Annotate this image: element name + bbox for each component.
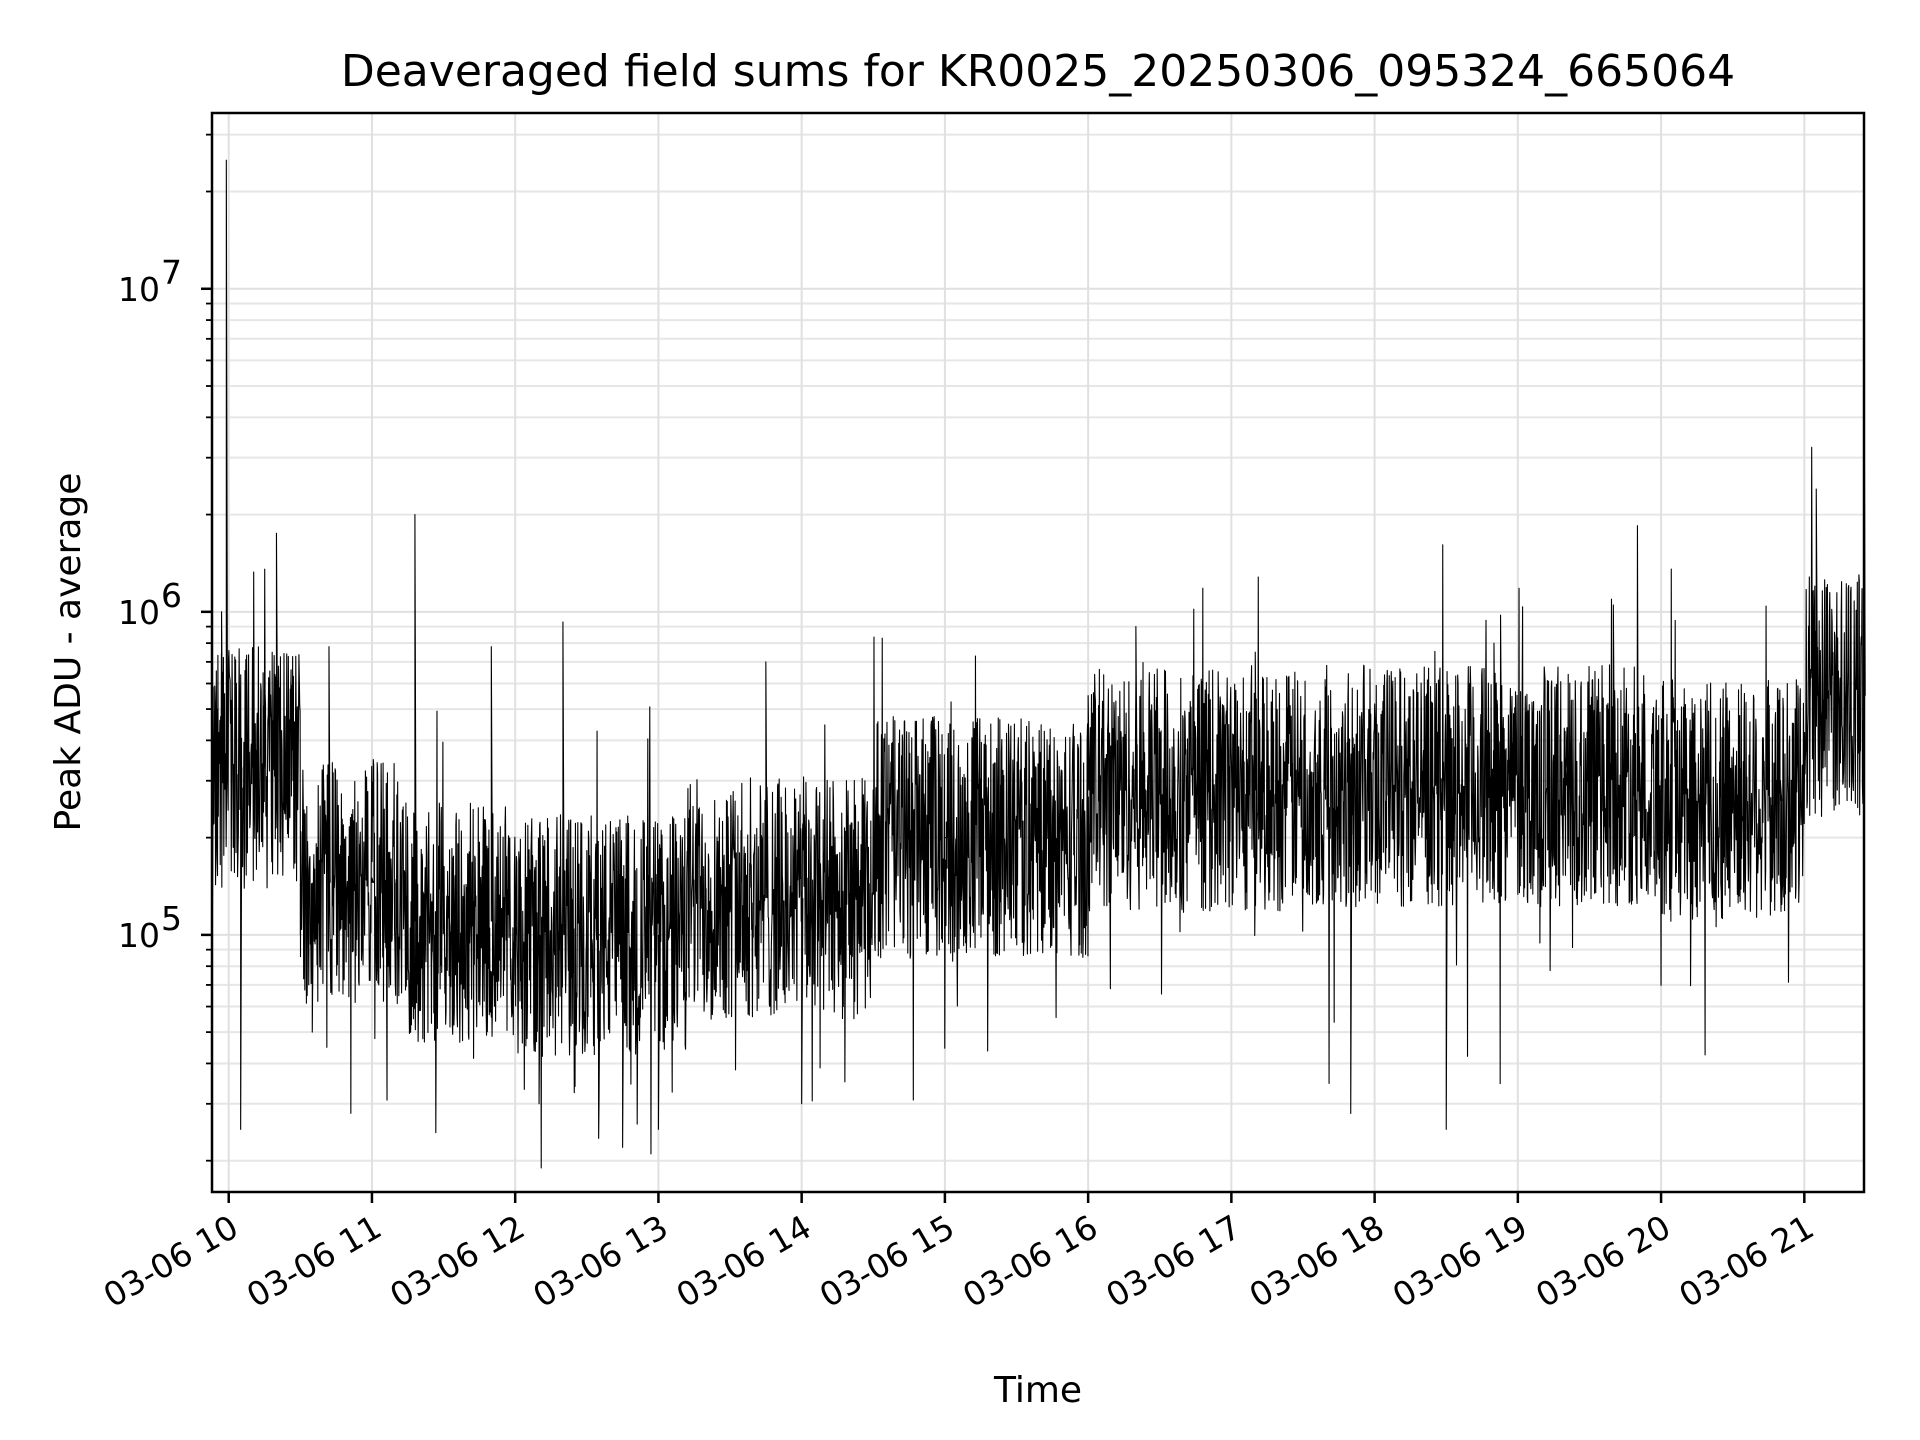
- series-line: [211, 159, 1866, 1169]
- y-tick-exponent: 5: [161, 899, 182, 938]
- y-tick-exponent: 6: [161, 576, 182, 615]
- y-tick-exponent: 7: [161, 253, 182, 292]
- chart-title: Deaveraged field sums for KR0025_2025030…: [341, 46, 1735, 97]
- y-axis-label: Peak ADU - average: [48, 473, 89, 832]
- y-tick-label: 10: [118, 593, 160, 632]
- y-tick-label: 10: [118, 916, 160, 955]
- x-axis-label: Time: [993, 1370, 1082, 1411]
- axis-ticks: [201, 133, 1806, 1203]
- plot-frame: [210, 111, 1866, 1194]
- y-tick-label: 10: [118, 270, 160, 309]
